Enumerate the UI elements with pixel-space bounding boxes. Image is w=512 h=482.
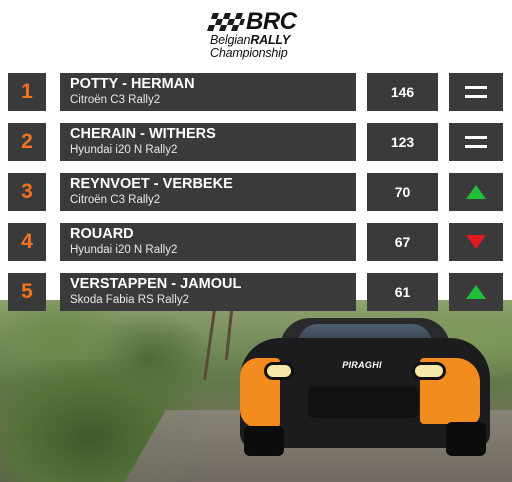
car-sponsor-text: PIRAGHI xyxy=(342,360,382,370)
logo-championship: Championship xyxy=(210,46,288,60)
standings-row: 2 CHERAIN - WITHERS Hyundai i20 N Rally2… xyxy=(0,123,512,161)
points-value: 67 xyxy=(367,223,438,261)
checkered-flag-icon xyxy=(207,13,247,31)
car-model: Citroën C3 Rally2 xyxy=(70,94,161,106)
standings-row: 4 ROUARD Hyundai i20 N Rally2 67 xyxy=(0,223,512,261)
crew-name: REYNVOET - VERBEKE xyxy=(70,176,233,192)
crew-box: VERSTAPPEN - JAMOUL Skoda Fabia RS Rally… xyxy=(60,273,356,311)
crew-box: CHERAIN - WITHERS Hyundai i20 N Rally2 xyxy=(60,123,356,161)
crew-name: ROUARD xyxy=(70,226,134,242)
car-model: Skoda Fabia RS Rally2 xyxy=(70,294,189,306)
position-number: 2 xyxy=(8,123,46,161)
equals-icon xyxy=(449,73,503,111)
points-value: 146 xyxy=(367,73,438,111)
brc-logo: BRC BelgianRALLY Championship xyxy=(0,8,512,64)
arrow-up-icon xyxy=(449,273,503,311)
equals-icon xyxy=(449,123,503,161)
position-number: 1 xyxy=(8,73,46,111)
car-model: Hyundai i20 N Rally2 xyxy=(70,144,178,156)
position-number: 5 xyxy=(8,273,46,311)
points-value: 61 xyxy=(367,273,438,311)
crew-box: POTTY - HERMAN Citroën C3 Rally2 xyxy=(60,73,356,111)
car-model: Hyundai i20 N Rally2 xyxy=(70,244,178,256)
crew-name: VERSTAPPEN - JAMOUL xyxy=(70,276,242,292)
crew-box: ROUARD Hyundai i20 N Rally2 xyxy=(60,223,356,261)
crew-box: REYNVOET - VERBEKE Citroën C3 Rally2 xyxy=(60,173,356,211)
position-number: 3 xyxy=(8,173,46,211)
points-value: 70 xyxy=(367,173,438,211)
car-model: Citroën C3 Rally2 xyxy=(70,194,161,206)
rally-car: PIRAGHI xyxy=(240,318,495,458)
standings-row: 5 VERSTAPPEN - JAMOUL Skoda Fabia RS Ral… xyxy=(0,273,512,311)
rally-car-photo: PIRAGHI xyxy=(0,300,512,482)
arrow-down-icon xyxy=(449,223,503,261)
logo-brand: BRC xyxy=(246,8,297,35)
logo-subtitle: BelgianRALLY xyxy=(210,33,291,47)
arrow-up-icon xyxy=(449,173,503,211)
points-value: 123 xyxy=(367,123,438,161)
standings-row: 3 REYNVOET - VERBEKE Citroën C3 Rally2 7… xyxy=(0,173,512,211)
crew-name: CHERAIN - WITHERS xyxy=(70,126,216,142)
position-number: 4 xyxy=(8,223,46,261)
crew-name: POTTY - HERMAN xyxy=(70,76,195,92)
standings-row: 1 POTTY - HERMAN Citroën C3 Rally2 146 xyxy=(0,73,512,111)
